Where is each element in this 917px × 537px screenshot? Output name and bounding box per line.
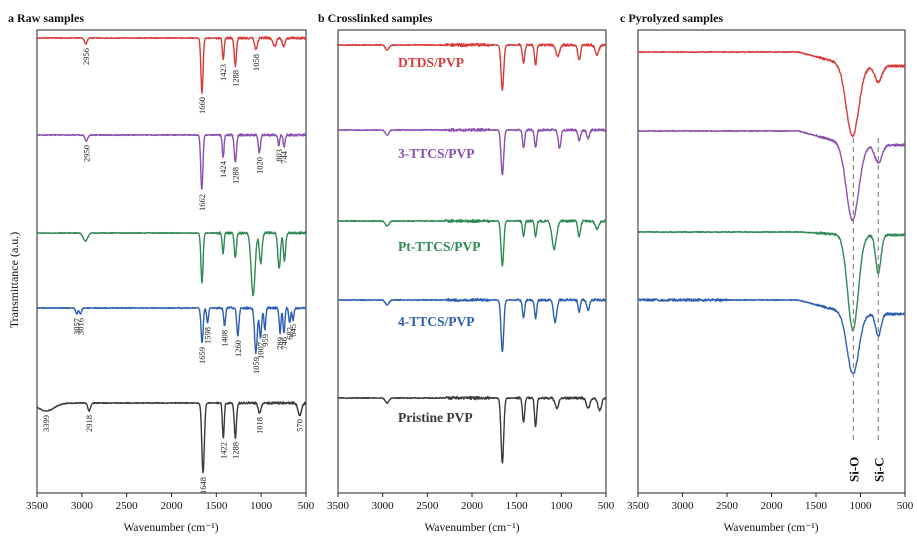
peak-label: 1059	[251, 357, 261, 374]
panel-a-title: a Raw samples	[8, 11, 84, 25]
peak-label: 1260	[233, 340, 243, 357]
peak-label: 645	[288, 324, 298, 337]
x-tick-label: 2500	[716, 500, 739, 512]
peak-label: 2918	[84, 415, 94, 432]
peak-label: 789	[275, 337, 285, 350]
peak-label: 1288	[230, 167, 240, 184]
series-label: Pt-TTCS/PVP	[398, 239, 481, 254]
peak-label: 1423	[218, 64, 228, 81]
peak-label: 1598	[203, 327, 213, 344]
x-tick-label: 2500	[116, 500, 139, 512]
peak-label: 1408	[220, 330, 230, 347]
spectrum-line	[637, 230, 906, 331]
peak-label: 1007	[256, 342, 266, 359]
spectrum-line	[637, 298, 906, 375]
peak-label: 1020	[254, 157, 264, 174]
spectrum-line	[637, 129, 906, 222]
spectrum-line	[337, 395, 607, 464]
peak-label: 1660	[197, 97, 207, 114]
x-tick-label: 1000	[850, 500, 873, 512]
panel-b-title: b Crosslinked samples	[318, 11, 433, 25]
peak-label: 803	[274, 149, 284, 162]
peak-label: 1058	[251, 54, 261, 71]
spectrum-line	[337, 218, 607, 267]
x-tick-label: 2500	[416, 500, 439, 512]
x-tick-label: 2000	[461, 500, 484, 512]
x-tick-label: 1000	[550, 500, 573, 512]
spectrum-line	[337, 297, 607, 353]
series-label: 4-TTCS/PVP	[398, 314, 475, 329]
peak-label: 2950	[81, 145, 91, 162]
spectrum-line	[337, 42, 607, 92]
peak-label: 959	[260, 334, 270, 347]
spectrum-line	[36, 36, 307, 95]
panel-c-title: c Pyrolyzed samples	[620, 11, 723, 25]
spectrum-line	[36, 133, 307, 190]
peak-label: 3016	[75, 318, 85, 335]
peak-label: 1648	[198, 477, 208, 494]
x-tick-label: 1000	[250, 500, 273, 512]
series-label: Pristine PVP	[398, 410, 473, 425]
x-tick-label: 3500	[327, 500, 350, 512]
x-tick-label: 500	[298, 500, 315, 512]
series-label: 3-TTCS/PVP	[398, 146, 475, 161]
x-tick-label: 2000	[761, 500, 784, 512]
peak-label: 744	[279, 150, 289, 164]
spectrum-line	[637, 50, 906, 138]
peak-label: 1288	[230, 70, 240, 87]
panel-b-x-label: Wavenumber (cm⁻¹)	[424, 522, 519, 534]
panel-frame	[637, 29, 906, 494]
spectrum-line	[36, 306, 307, 355]
spectrum-line	[36, 231, 307, 297]
panel-a-x-label: Wavenumber (cm⁻¹)	[123, 522, 218, 534]
x-tick-label: 1500	[506, 500, 529, 512]
peak-label: 1659	[197, 347, 207, 364]
spectrum-line	[36, 401, 307, 474]
x-tick-label: 500	[897, 500, 914, 512]
peak-label: 3057	[72, 318, 82, 335]
peak-label: 746	[279, 337, 289, 350]
peak-label: 682	[285, 327, 295, 340]
marker-label: Si-O	[846, 457, 861, 482]
series-label: DTDS/PVP	[398, 55, 464, 70]
peak-label: 1424	[218, 160, 228, 178]
peak-label: 2956	[81, 48, 91, 65]
spectrum-line	[337, 127, 607, 176]
x-tick-label: 3000	[372, 500, 395, 512]
x-tick-label: 500	[598, 500, 615, 512]
panel-frame	[36, 29, 307, 494]
panel-c-x-label: Wavenumber (cm⁻¹)	[723, 522, 818, 534]
peak-label: 1422	[218, 442, 228, 459]
peak-label: 1288	[230, 442, 240, 459]
peak-label: 570	[295, 419, 305, 432]
x-tick-label: 1500	[805, 500, 828, 512]
y-axis-label: Transmittance (a.u.)	[7, 232, 21, 329]
peak-label: 1018	[255, 417, 265, 434]
x-tick-label: 2000	[161, 500, 184, 512]
x-tick-label: 3000	[672, 500, 695, 512]
marker-label: Si-C	[871, 457, 886, 482]
x-tick-label: 3500	[26, 500, 49, 512]
x-tick-label: 1500	[205, 500, 228, 512]
x-tick-label: 3500	[627, 500, 650, 512]
peak-label: 1662	[197, 194, 207, 211]
peak-label: 3399	[41, 415, 51, 432]
x-tick-label: 3000	[71, 500, 94, 512]
